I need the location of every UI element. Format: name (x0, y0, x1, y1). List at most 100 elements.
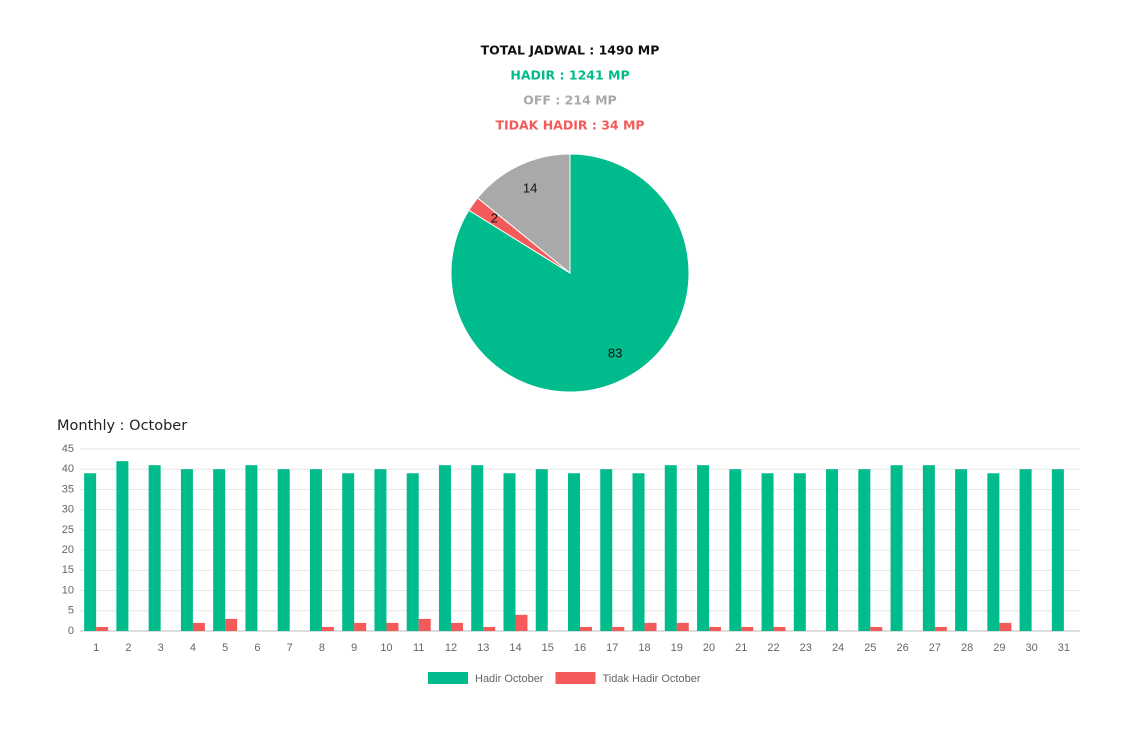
bar (277, 469, 290, 631)
bar (321, 626, 334, 631)
bar (515, 614, 528, 631)
legend-label: Tidak Hadir October (602, 673, 700, 685)
bar (96, 626, 109, 631)
bar (632, 473, 645, 631)
x-tick-label: 26 (896, 642, 908, 654)
y-tick-label: 30 (62, 504, 74, 516)
bar (922, 465, 935, 631)
bar (1019, 469, 1032, 631)
bar (309, 469, 322, 631)
tidak-hadir-total: TIDAK HADIR : 34 MP (495, 118, 644, 133)
bar (987, 473, 1000, 631)
bar (697, 465, 710, 631)
x-tick-label: 12 (445, 642, 457, 654)
bar (406, 473, 419, 631)
bar (773, 626, 786, 631)
bar (793, 473, 806, 631)
x-tick-label: 20 (703, 642, 715, 654)
bar (374, 469, 387, 631)
x-tick-label: 27 (929, 642, 941, 654)
x-tick-label: 30 (1025, 642, 1037, 654)
bar (955, 469, 968, 631)
bar (418, 618, 431, 631)
bar (644, 622, 657, 631)
bar (934, 626, 947, 631)
x-tick-label: 19 (671, 642, 683, 654)
bar (826, 469, 839, 631)
x-tick-label: 10 (380, 642, 392, 654)
x-tick-label: 22 (767, 642, 779, 654)
x-tick-label: 31 (1058, 642, 1070, 654)
bar (180, 469, 193, 631)
legend-swatch (555, 672, 596, 684)
x-tick-label: 28 (961, 642, 973, 654)
x-tick-label: 7 (287, 642, 293, 654)
x-tick-label: 21 (735, 642, 747, 654)
y-tick-label: 35 (62, 483, 74, 495)
legend-label: Hadir October (475, 673, 544, 685)
bar (535, 469, 548, 631)
bar (503, 473, 516, 631)
bar (342, 473, 355, 631)
pie-slice (476, 153, 571, 275)
x-tick-label: 3 (158, 642, 164, 654)
bar (600, 469, 613, 631)
bar (676, 622, 689, 631)
y-tick-label: 20 (62, 544, 74, 556)
bar (386, 622, 399, 631)
bar (225, 618, 238, 631)
y-tick-label: 25 (62, 524, 74, 536)
y-tick-label: 10 (62, 584, 74, 596)
x-tick-label: 2 (125, 642, 131, 654)
bar (471, 465, 484, 631)
x-tick-label: 5 (222, 642, 228, 654)
total-jadwal: TOTAL JADWAL : 1490 MP (481, 43, 660, 58)
bar (580, 626, 592, 631)
x-tick-label: 14 (509, 642, 521, 654)
pie-label: 83 (608, 346, 622, 361)
y-tick-label: 45 (62, 443, 74, 455)
x-tick-label: 9 (351, 642, 357, 654)
y-tick-label: 0 (68, 625, 74, 637)
x-tick-label: 1 (93, 642, 99, 654)
y-tick-label: 15 (62, 564, 74, 576)
bar-chart-title: Monthly : October (57, 418, 187, 434)
bar (213, 469, 226, 631)
bar (729, 469, 742, 631)
bar (483, 626, 496, 631)
x-tick-label: 18 (638, 642, 650, 654)
pie-label: 2 (491, 211, 498, 226)
bar (612, 626, 625, 631)
y-tick-label: 40 (62, 463, 74, 475)
bar (450, 622, 463, 631)
bar (858, 469, 871, 631)
x-tick-label: 25 (864, 642, 876, 654)
bar (568, 473, 580, 631)
hadir-total: HADIR : 1241 MP (510, 68, 629, 83)
bar (999, 622, 1012, 631)
bar (148, 465, 161, 631)
x-tick-label: 8 (319, 642, 325, 654)
bar (870, 626, 883, 631)
x-tick-label: 29 (993, 642, 1005, 654)
bar (84, 473, 97, 631)
y-tick-label: 5 (68, 605, 74, 617)
x-tick-label: 17 (606, 642, 618, 654)
bar (1051, 469, 1064, 631)
off-total: OFF : 214 MP (523, 93, 616, 108)
bar (116, 461, 129, 631)
pie-label: 14 (523, 181, 537, 196)
x-tick-label: 11 (413, 642, 424, 654)
x-tick-label: 23 (800, 642, 812, 654)
bar (741, 626, 754, 631)
bar (192, 622, 205, 631)
bar (438, 465, 451, 631)
x-tick-label: 13 (477, 642, 489, 654)
bar (354, 622, 367, 631)
bar (664, 465, 677, 631)
x-tick-label: 6 (254, 642, 260, 654)
legend-swatch (428, 672, 468, 684)
x-tick-label: 24 (832, 642, 844, 654)
bar (245, 465, 258, 631)
